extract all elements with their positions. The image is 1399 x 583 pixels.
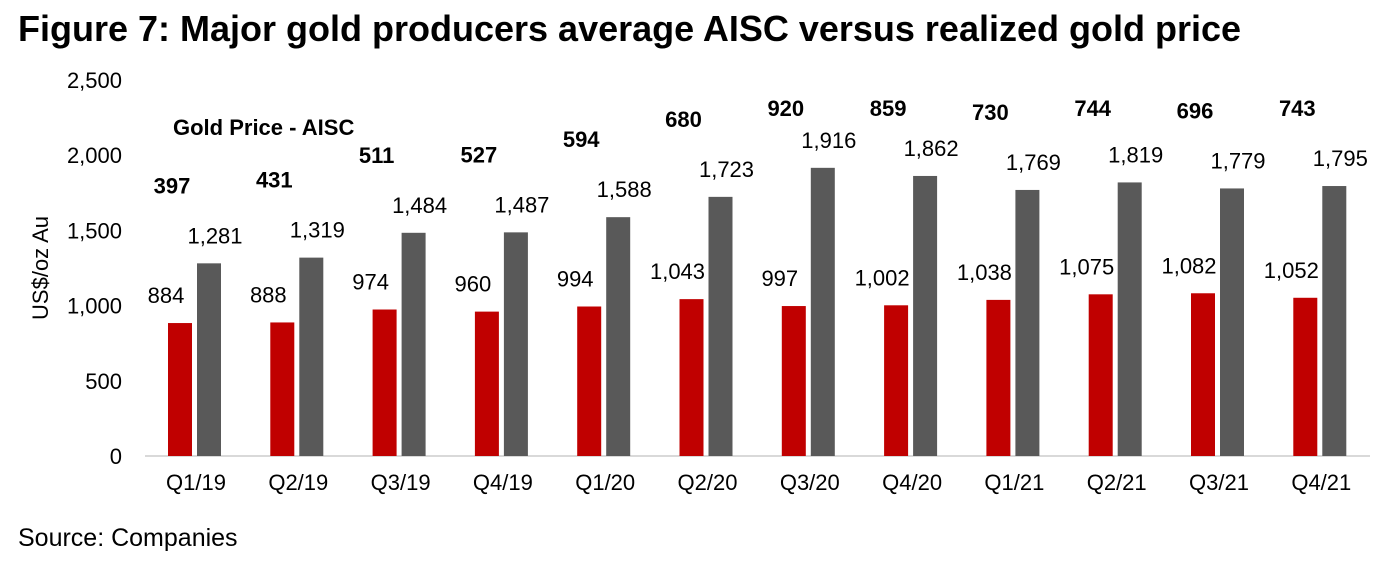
source-note: Source: Companies: [18, 524, 238, 552]
gold-price-value-label: 1,487: [494, 192, 549, 217]
x-tick-label: Q2/20: [678, 470, 738, 495]
annotation-title: Gold Price - AISC: [173, 115, 354, 140]
x-tick-label: Q1/21: [984, 470, 1044, 495]
gold-price-value-label: 1,484: [392, 193, 447, 218]
margin-value-label: 397: [154, 173, 191, 198]
bar-gold-price: [299, 257, 324, 456]
aisc-value-label: 1,082: [1161, 253, 1216, 278]
margin-value-label: 920: [767, 96, 804, 121]
bar-gold-price: [197, 263, 221, 456]
margin-value-label: 730: [972, 100, 1009, 125]
y-tick-label: 1,000: [67, 294, 122, 319]
bar-aisc: [1088, 294, 1113, 456]
x-tick-label: Q2/19: [268, 470, 328, 495]
y-axis-label: US$/oz Au: [28, 216, 53, 320]
margin-value-label: 527: [461, 142, 498, 167]
aisc-value-label: 1,038: [957, 260, 1012, 285]
x-tick-label: Q3/20: [780, 470, 840, 495]
margin-value-label: 743: [1279, 96, 1316, 121]
bar-aisc: [168, 323, 192, 456]
x-tick-label: Q1/19: [166, 470, 226, 495]
x-tick-label: Q4/19: [473, 470, 533, 495]
bar-aisc: [1191, 293, 1215, 456]
gold-price-value-label: 1,319: [290, 218, 345, 243]
x-tick-label: Q1/20: [575, 470, 635, 495]
margin-value-label: 594: [563, 127, 600, 152]
bar-aisc: [270, 322, 295, 456]
gold-price-value-label: 1,916: [801, 128, 856, 153]
y-tick-label: 500: [85, 369, 122, 394]
gold-price-value-label: 1,769: [1006, 150, 1061, 175]
bar-gold-price: [1117, 182, 1142, 456]
aisc-value-label: 994: [557, 267, 594, 292]
bar-aisc: [781, 306, 806, 456]
margin-value-label: 859: [870, 96, 907, 121]
margin-value-label: 511: [359, 143, 395, 168]
aisc-value-label: 974: [352, 270, 389, 295]
bar-gold-price: [810, 167, 835, 456]
gold-price-value-label: 1,862: [904, 136, 959, 161]
y-tick-label: 2,500: [67, 68, 122, 93]
gold-price-value-label: 1,819: [1108, 142, 1163, 167]
bar-aisc: [884, 305, 909, 456]
aisc-value-label: 1,002: [855, 265, 910, 290]
bar-gold-price: [503, 232, 528, 456]
gold-price-value-label: 1,588: [597, 177, 652, 202]
chart-title: Figure 7: Major gold producers average A…: [18, 8, 1242, 49]
x-tick-label: Q3/19: [371, 470, 431, 495]
gold-price-value-label: 1,723: [699, 157, 754, 182]
gold-price-value-label: 1,779: [1210, 148, 1265, 173]
x-tick-label: Q3/21: [1189, 470, 1249, 495]
aisc-value-label: 884: [148, 283, 185, 308]
y-tick-label: 0: [110, 444, 122, 469]
y-tick-label: 2,000: [67, 143, 122, 168]
aisc-value-label: 888: [250, 282, 287, 307]
aisc-value-label: 1,043: [650, 259, 705, 284]
bar-gold-price: [401, 232, 426, 456]
bar-gold-price: [1220, 188, 1244, 456]
aisc-value-label: 997: [761, 266, 798, 291]
x-tick-label: Q4/21: [1291, 470, 1351, 495]
bar-gold-price: [708, 196, 733, 457]
margin-value-label: 696: [1177, 98, 1214, 123]
aisc-value-label: 960: [455, 272, 492, 297]
x-tick-label: Q4/20: [882, 470, 942, 495]
bar-aisc: [986, 299, 1011, 456]
aisc-value-label: 1,052: [1264, 258, 1319, 283]
gold-price-value-label: 1,795: [1313, 146, 1368, 171]
bar-gold-price: [1015, 189, 1040, 457]
margin-value-label: 744: [1074, 96, 1111, 121]
bar-gold-price: [606, 217, 631, 456]
bar-aisc: [679, 299, 704, 456]
bar-aisc: [474, 311, 499, 456]
aisc-value-label: 1,075: [1059, 254, 1114, 279]
bar-gold-price: [913, 175, 938, 456]
bar-aisc: [577, 306, 602, 456]
bar-gold-price: [1322, 186, 1347, 457]
margin-value-label: 431: [256, 168, 293, 193]
margin-value-label: 680: [665, 107, 702, 132]
bar-aisc: [372, 309, 397, 456]
x-tick-label: Q2/21: [1087, 470, 1147, 495]
y-tick-label: 1,500: [67, 218, 122, 243]
gold-price-value-label: 1,281: [187, 223, 242, 248]
bar-aisc: [1293, 297, 1318, 456]
